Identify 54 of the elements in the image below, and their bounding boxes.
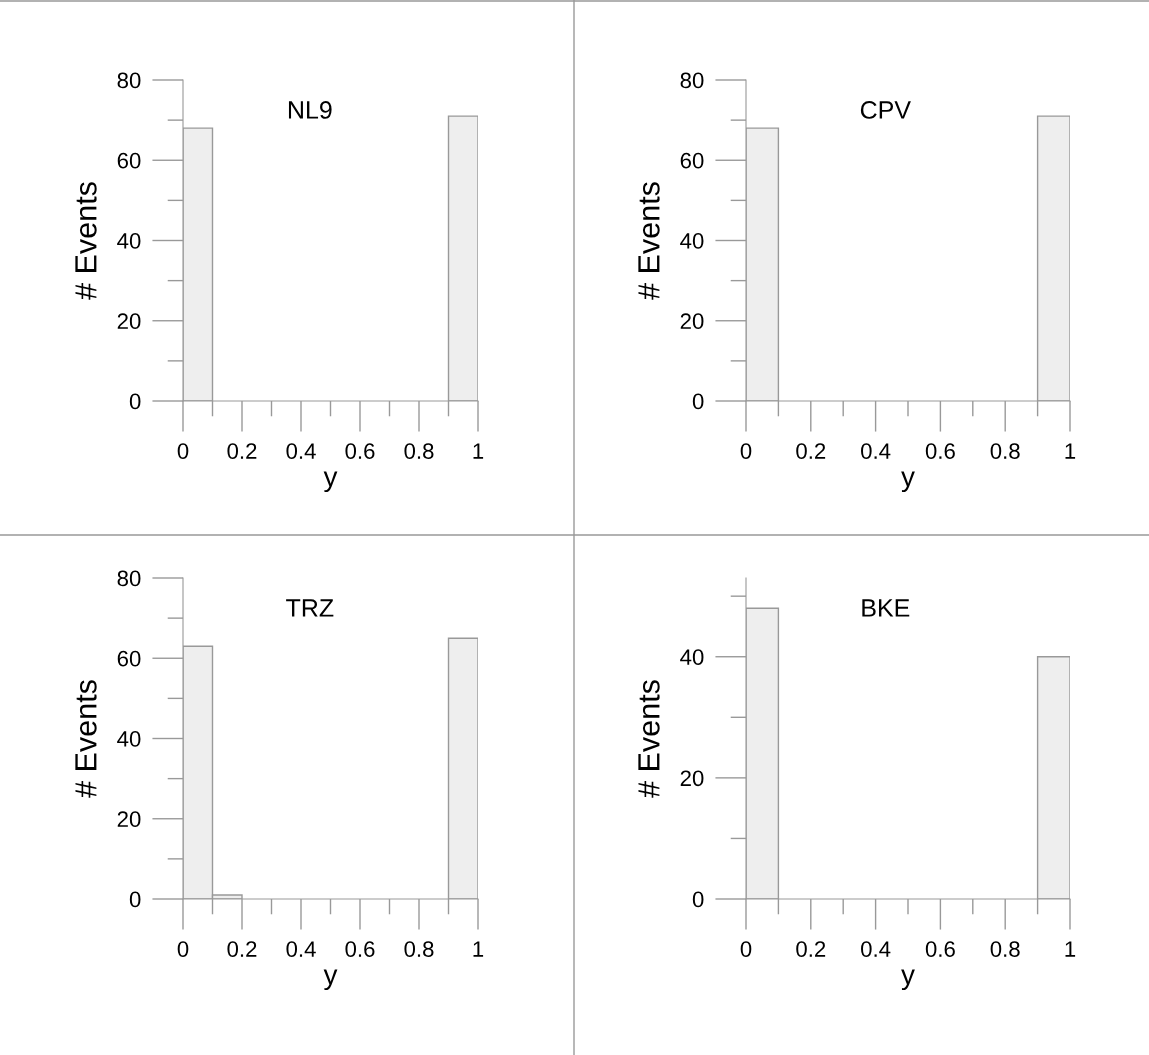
y-tick-label: 20	[680, 313, 704, 330]
y-tick-label: 20	[117, 313, 141, 330]
y-tick-label: 80	[680, 72, 704, 89]
x-tick-label: 0.2	[796, 443, 826, 459]
x-tick-label: 1	[473, 443, 484, 459]
x-tick-label: 0.6	[925, 443, 955, 459]
y-axis-title: # Events	[75, 182, 97, 300]
x-axis-title: y	[901, 471, 915, 493]
x-tick-label: 0.2	[227, 443, 257, 459]
y-tick-label: 40	[117, 233, 141, 249]
x-tick-label: 0.8	[404, 941, 434, 957]
x-tick-label: 1	[1065, 443, 1076, 459]
y-axis-title: # Events	[638, 680, 660, 798]
x-tick-label: 0	[177, 941, 189, 957]
x-axis-title: y	[901, 969, 915, 991]
y-tick-label: 0	[129, 891, 141, 908]
text: TRZ	[286, 599, 334, 617]
y-tick-label: 40	[680, 649, 704, 666]
y-tick-label: 20	[117, 811, 141, 828]
x-axis-title: y	[323, 471, 338, 493]
x-tick-label: 0.6	[345, 941, 375, 957]
text: BKE	[862, 599, 910, 617]
x-tick-label: 1	[1065, 941, 1076, 957]
y-axis-title: # Events	[638, 182, 660, 300]
x-tick-label: 0.2	[227, 941, 257, 957]
text: CPV	[860, 101, 911, 119]
x-tick-label: 0.4	[861, 443, 891, 459]
x-tick-label: 0.4	[286, 941, 316, 957]
y-tick-label: 0	[692, 393, 704, 410]
x-tick-label: 0.8	[990, 941, 1020, 957]
y-tick-label: 40	[117, 731, 141, 747]
x-tick-label: 0	[740, 941, 752, 957]
x-tick-label: 0	[740, 443, 752, 459]
y-tick-label: 80	[117, 72, 141, 89]
y-tick-label: 80	[117, 570, 141, 587]
x-tick-label: 1	[473, 941, 484, 957]
y-tick-label: 0	[692, 891, 704, 908]
x-axis-title: y	[323, 969, 338, 991]
x-tick-label: 0.8	[404, 443, 434, 459]
y-tick-label: 60	[117, 650, 141, 667]
x-tick-label: 0.2	[796, 941, 826, 957]
y-tick-label: 60	[117, 152, 141, 169]
y-tick-label: 60	[680, 152, 704, 169]
text: NL9	[288, 101, 332, 119]
x-tick-label: 0	[177, 443, 189, 459]
x-tick-label: 0.4	[286, 443, 316, 459]
x-tick-label: 0.6	[345, 443, 375, 459]
x-tick-label: 0.6	[925, 941, 955, 957]
y-tick-label: 20	[680, 770, 704, 787]
x-tick-label: 0.4	[861, 941, 891, 957]
y-tick-label: 0	[129, 393, 141, 410]
y-axis-title: # Events	[75, 680, 97, 798]
x-tick-label: 0.8	[990, 443, 1020, 459]
y-tick-label: 40	[680, 233, 704, 249]
